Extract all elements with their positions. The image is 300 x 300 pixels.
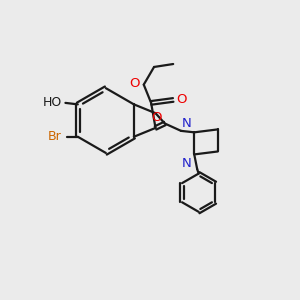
Text: O: O <box>129 77 140 90</box>
Text: N: N <box>182 117 192 130</box>
Text: Br: Br <box>48 130 62 143</box>
Text: O: O <box>152 111 162 124</box>
Text: N: N <box>182 157 192 170</box>
Text: HO: HO <box>42 96 62 110</box>
Text: O: O <box>176 93 187 106</box>
